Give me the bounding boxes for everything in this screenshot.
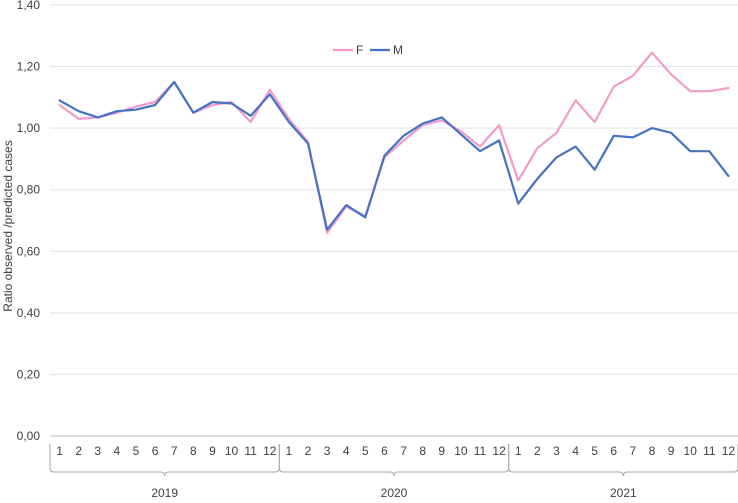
series-line-f [58, 51, 730, 234]
y-axis-title: Ratio observed /predicted cases [1, 140, 15, 311]
x-tick-label: 3 [553, 444, 560, 458]
x-tick-label: 10 [454, 444, 468, 458]
x-tick-label: 5 [591, 444, 598, 458]
x-tick-label: 6 [152, 444, 159, 458]
y-tick-label: 0,40 [17, 306, 41, 320]
y-tick-label: 0,80 [17, 183, 41, 197]
gridlines [50, 4, 738, 437]
y-tick-labels: 0,00 0,20 0,40 0,60 0,80 1,00 1,20 1,40 [17, 0, 41, 443]
y-tick-label: 1,20 [17, 60, 41, 74]
x-tick-label: 10 [225, 444, 239, 458]
x-tick-label: 7 [171, 444, 178, 458]
x-tick-label: 2 [534, 444, 541, 458]
legend-label: F [356, 43, 363, 57]
legend-label: M [393, 43, 403, 57]
x-tick-label: 2 [305, 444, 312, 458]
x-tick-label: 11 [703, 444, 716, 458]
x-tick-label: 5 [362, 444, 369, 458]
year-label: 2019 [151, 486, 178, 500]
year-bracket [278, 444, 510, 477]
x-tick-label: 7 [630, 444, 637, 458]
year-label: 2021 [610, 486, 637, 500]
x-tick-label: 6 [610, 444, 617, 458]
y-tick-label: 0,60 [17, 244, 41, 258]
x-tick-label: 12 [722, 444, 736, 458]
series-lines [58, 51, 730, 234]
year-bracket [508, 444, 738, 477]
x-tick-label: 1 [515, 444, 522, 458]
series-line-m [58, 80, 730, 231]
x-tick-labels: 1 2 3 4 5 6 7 8 9 10 11 12 1 2 3 4 5 6 7 8 9 10 11 12 1 2 3 4 5 6 7 8 9 1… [56, 444, 735, 458]
x-tick-label: 8 [419, 444, 426, 458]
x-tick-label: 9 [668, 444, 675, 458]
x-tick-label: 4 [343, 444, 350, 458]
x-tick-label: 9 [209, 444, 216, 458]
x-tick-label: 9 [438, 444, 445, 458]
y-tick-label: 1,00 [17, 121, 41, 135]
x-tick-label: 1 [56, 444, 63, 458]
y-tick-label: 0,00 [17, 429, 41, 443]
x-tick-label: 8 [649, 444, 656, 458]
x-tick-label: 11 [474, 444, 487, 458]
x-tick-label: 12 [492, 444, 506, 458]
x-tick-label: 10 [684, 444, 698, 458]
year-bracket [49, 444, 280, 477]
y-tick-label: 0,20 [17, 367, 41, 381]
year-brackets [49, 444, 738, 477]
x-tick-label: 1 [286, 444, 293, 458]
year-labels: 2019 2020 2021 [151, 486, 637, 500]
x-tick-label: 4 [572, 444, 579, 458]
x-tick-label: 2 [75, 444, 82, 458]
x-tick-label: 7 [400, 444, 407, 458]
x-tick-label: 6 [381, 444, 388, 458]
x-tick-label: 4 [114, 444, 121, 458]
x-tick-label: 5 [133, 444, 140, 458]
x-tick-label: 3 [324, 444, 331, 458]
x-tick-label: 12 [263, 444, 277, 458]
x-tick-label: 11 [244, 444, 257, 458]
x-tick-label: 3 [94, 444, 101, 458]
y-tick-label: 1,40 [17, 0, 41, 12]
x-tick-label: 8 [190, 444, 197, 458]
year-label: 2020 [381, 486, 408, 500]
